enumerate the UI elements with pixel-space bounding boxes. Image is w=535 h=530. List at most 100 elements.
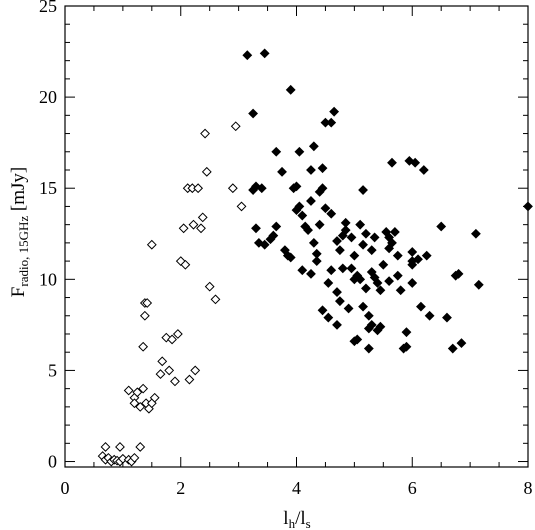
filled-diamond-point	[352, 334, 363, 345]
open-diamond-point	[132, 387, 143, 398]
filled-diamond-point	[418, 165, 429, 175]
filled-diamond-point	[471, 228, 481, 239]
filled-diamond-point	[453, 268, 464, 279]
open-diamond-point	[139, 310, 150, 321]
filled-diamond-point	[375, 321, 386, 332]
y-tick-label: 25	[39, 0, 57, 16]
filled-diamond-point	[320, 203, 331, 214]
open-diamond-point	[230, 121, 241, 132]
y-axis-label-main: F	[8, 287, 29, 298]
filled-diamond-point	[358, 301, 368, 312]
filled-diamond-point	[392, 270, 403, 281]
filled-diamond-point	[358, 185, 368, 195]
filled-diamond-point	[306, 165, 316, 175]
filled-diamond-point	[407, 247, 418, 257]
filled-diamond-point	[332, 236, 342, 246]
filled-diamond-point	[361, 283, 371, 294]
filled-diamond-point	[248, 108, 259, 119]
filled-diamond-point	[326, 117, 337, 128]
filled-diamond-point	[259, 48, 270, 59]
filled-diamond-point	[363, 343, 374, 354]
y-tick-label: 0	[48, 452, 57, 472]
open-diamond-point	[155, 369, 166, 379]
filled-diamond-point	[317, 163, 328, 174]
filled-diamond-point	[337, 263, 348, 274]
filled-diamond-point	[297, 210, 308, 221]
filled-diamond-point	[421, 250, 432, 261]
open-diamond-point	[161, 332, 172, 343]
axis-ticks	[64, 5, 529, 467]
filled-diamond-point	[256, 183, 267, 194]
filled-diamond-point	[366, 245, 377, 256]
filled-diamond-point	[308, 141, 319, 152]
filled-diamond-point	[395, 285, 406, 296]
filled-diamond-point	[268, 230, 279, 241]
filled-diamond-point	[346, 232, 357, 243]
open-diamond-point	[180, 259, 191, 270]
open-diamond-point	[129, 398, 140, 409]
filled-diamond-point	[317, 305, 328, 316]
filled-diamond-point	[401, 341, 412, 352]
open-diamond-point	[138, 383, 149, 394]
filled-diamond-point	[311, 256, 322, 267]
filled-diamond-point	[363, 310, 374, 321]
open-diamond-point	[175, 256, 186, 267]
filled-diamond-point	[340, 225, 351, 236]
filled-diamond-point	[349, 250, 360, 261]
x-axis-label: lh/ls	[283, 508, 310, 530]
filled-diamond-point	[456, 338, 467, 349]
open-diamond-point	[193, 183, 204, 194]
filled-diamond-point	[285, 84, 296, 95]
filled-diamond-point	[340, 217, 351, 228]
filled-diamond-point	[407, 278, 418, 288]
filled-diamond-point	[259, 239, 270, 250]
filled-diamond-point	[407, 259, 418, 270]
filled-diamond-point	[317, 183, 328, 194]
y-tick-label: 15	[39, 178, 57, 198]
open-diamond-point	[172, 329, 183, 339]
filled-diamond-point	[447, 343, 458, 354]
axis-tick-labels: 0 2 4 6 8 0 5 10 15 20 25	[39, 0, 533, 498]
open-diamond-point	[146, 239, 157, 250]
filled-diamond-point	[473, 279, 484, 290]
filled-diamond-point	[277, 166, 287, 177]
open-diamond-point	[167, 334, 177, 345]
filled-diamond-point	[343, 303, 354, 314]
open-diamond-point	[200, 128, 210, 139]
filled-diamond-point	[355, 219, 366, 230]
filled-diamond-point	[392, 250, 403, 261]
open-diamond-point	[178, 223, 189, 234]
open-diamond-point	[204, 281, 215, 292]
filled-diamond-point	[271, 221, 282, 232]
y-tick-label: 20	[39, 87, 57, 107]
filled-diamond-point	[332, 319, 342, 330]
open-diamond-point	[190, 365, 201, 376]
open-diamond-point	[210, 294, 221, 305]
filled-diamond-point	[294, 146, 305, 157]
filled-diamond-point	[361, 228, 371, 239]
filled-diamond-point	[387, 237, 397, 248]
filled-diamond-point	[242, 50, 253, 61]
plot-frame	[64, 5, 529, 468]
filled-diamond-point	[251, 223, 261, 234]
open-diamond-point	[138, 341, 149, 352]
open-diamond-point	[129, 452, 140, 463]
open-diamond-point	[142, 298, 153, 308]
filled-diamond-point	[358, 239, 368, 250]
x-tick-label: 0	[61, 478, 70, 498]
open-diamond-point	[115, 442, 125, 452]
data-points	[97, 48, 533, 467]
open-diamond-point	[170, 376, 180, 387]
filled-diamond-point	[349, 274, 360, 285]
open-diamond-point	[123, 385, 134, 396]
filled-diamond-point	[306, 268, 316, 279]
filled-diamond-point	[297, 265, 308, 276]
open-diamond-point	[227, 183, 238, 194]
open-diamond-point	[197, 212, 208, 223]
filled-diamond-point	[424, 310, 435, 321]
filled-diamond-point	[387, 157, 397, 168]
filled-diamond-point	[384, 276, 395, 287]
filled-diamond-point	[334, 245, 345, 256]
filled-diamond-point	[375, 285, 386, 296]
